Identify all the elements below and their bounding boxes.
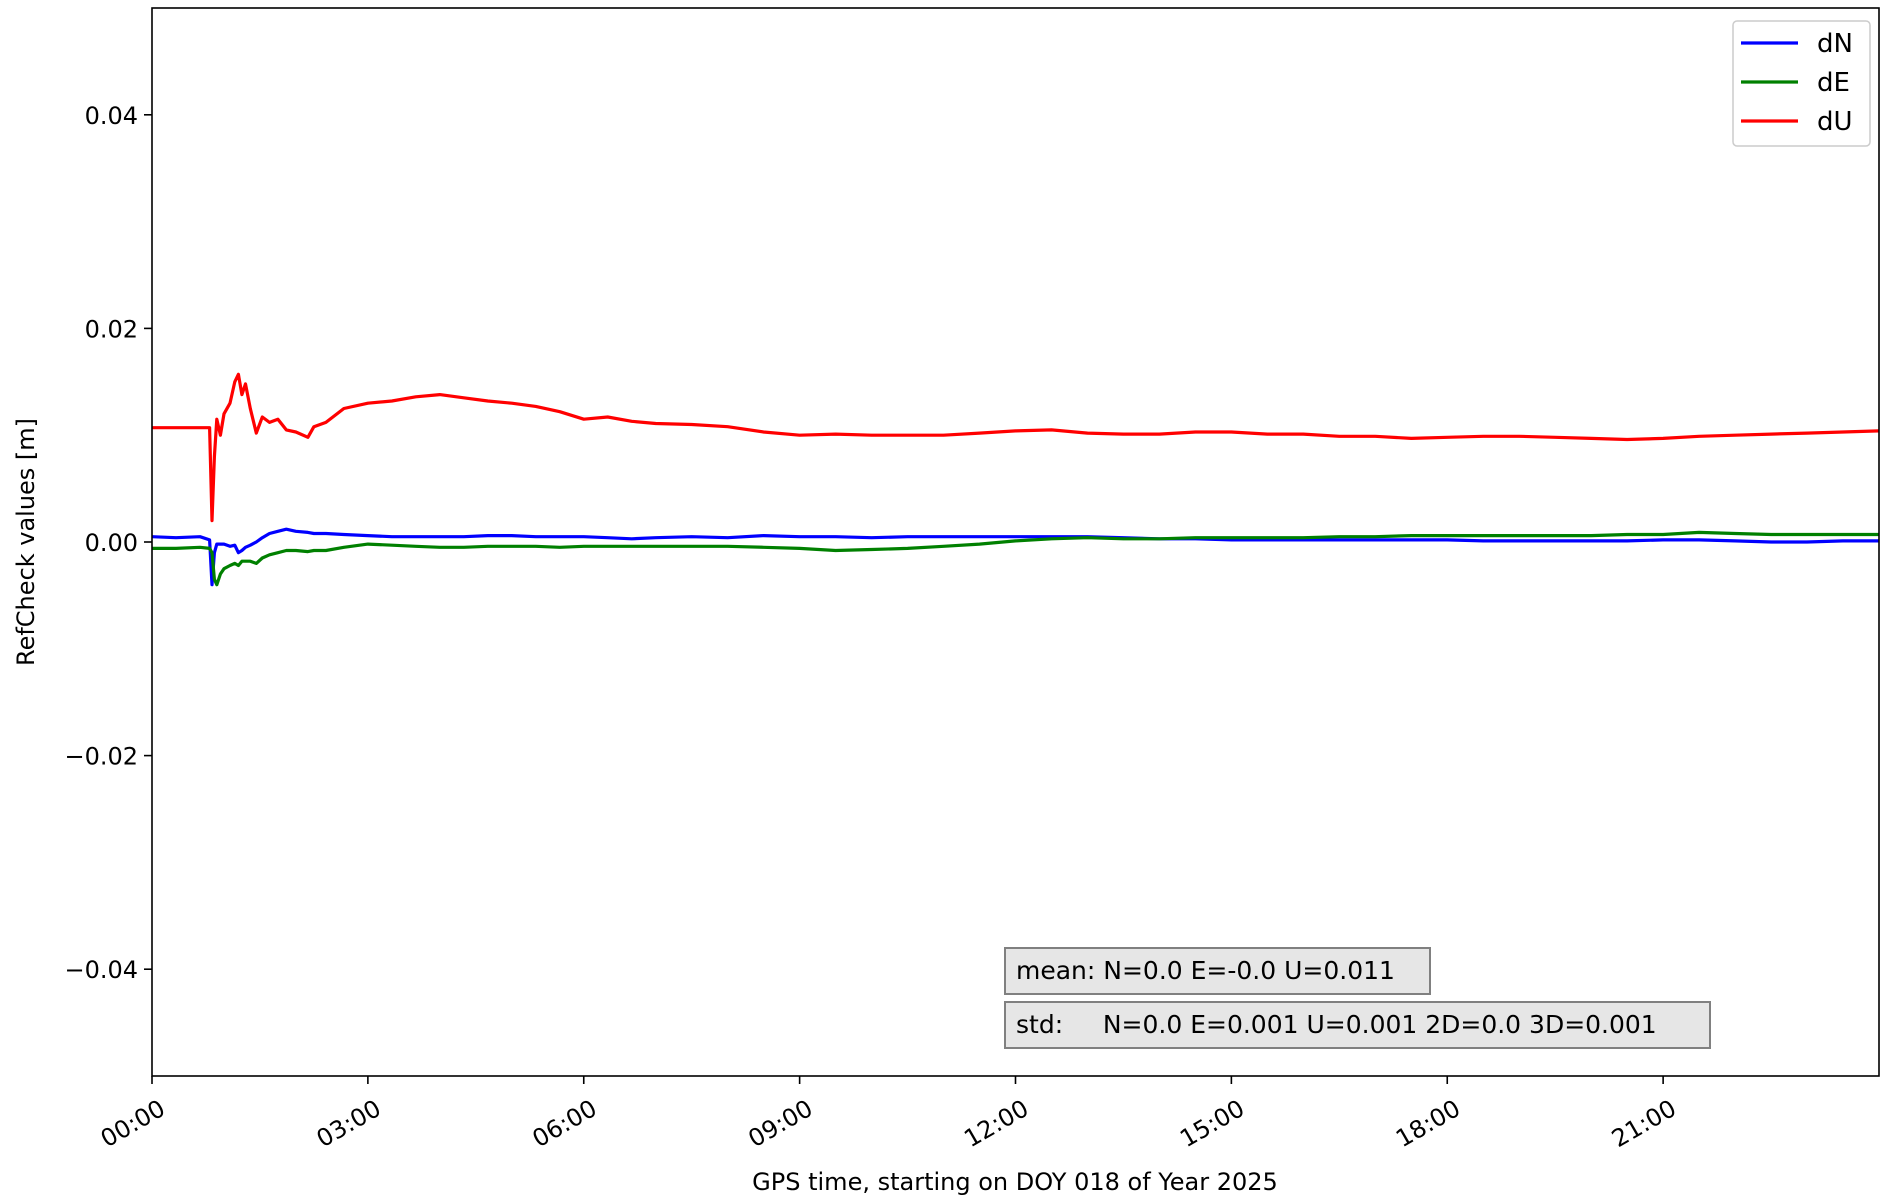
std-annotation-box xyxy=(1004,1001,1711,1049)
series-line-dE xyxy=(152,530,1879,587)
legend: dN dE dU xyxy=(1732,20,1871,147)
legend-label-dU: dU xyxy=(1817,107,1853,137)
series-lines xyxy=(151,372,1880,587)
std-annotation: std: N=0.0 E=0.001 U=0.001 2D=0.0 3D=0.0… xyxy=(1004,1001,1711,1049)
x-axis-title: GPS time, starting on DOY 018 of Year 20… xyxy=(752,1168,1278,1196)
mean-annotation-box xyxy=(1004,947,1431,995)
mean-annotation-text: mean: N=0.0 E=-0.0 U=0.011 xyxy=(1016,956,1395,985)
std-annotation-text: std: N=0.0 E=0.001 U=0.001 2D=0.0 3D=0.0… xyxy=(1016,1010,1657,1039)
y-axis-title: RefCheck values [m] xyxy=(12,418,40,666)
y-tick-label: −0.04 xyxy=(64,956,138,984)
legend-label-dE: dE xyxy=(1817,68,1850,98)
y-tick-label: −0.02 xyxy=(64,743,138,771)
series-line-dN xyxy=(151,527,1879,587)
mean-annotation: mean: N=0.0 E=-0.0 U=0.011 xyxy=(1004,947,1431,995)
legend-box xyxy=(1732,20,1871,147)
y-axis: 0.04 0.02 0.00 −0.02 −0.04 xyxy=(64,102,152,984)
y-tick-label: 0.04 xyxy=(85,102,138,130)
legend-label-dN: dN xyxy=(1817,29,1853,59)
y-tick-label: 0.00 xyxy=(85,529,138,557)
y-tick-label: 0.02 xyxy=(85,315,138,343)
series-line-dU xyxy=(152,372,1880,523)
